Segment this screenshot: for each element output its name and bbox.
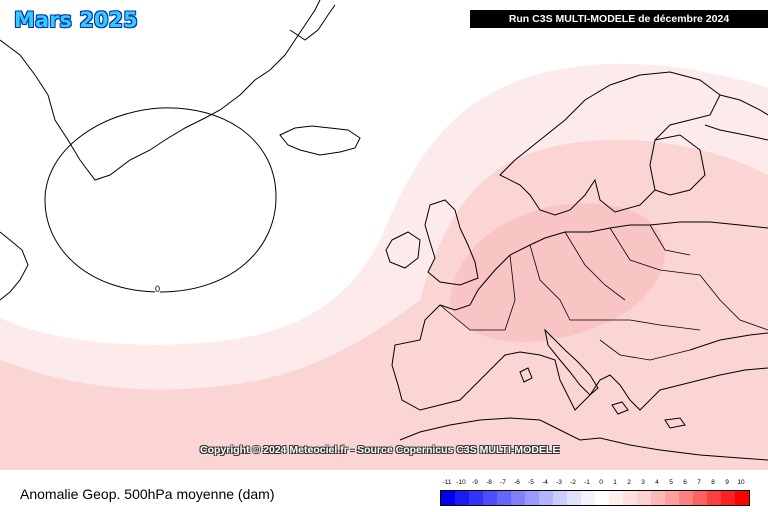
legend-tick-label: -10 (456, 479, 466, 486)
greenland-coast (0, 0, 321, 181)
legend-swatch (483, 491, 497, 505)
legend-tick-label: 2 (627, 479, 631, 486)
legend-tick-label: -5 (528, 479, 534, 486)
legend-tick-label: 4 (655, 479, 659, 486)
legend-swatch (707, 491, 721, 505)
legend-tick-label: 1 (613, 479, 617, 486)
legend-swatches (440, 490, 750, 506)
legend-tick-label: -1 (584, 479, 590, 486)
legend-swatch (651, 491, 665, 505)
legend-tick-label: -7 (500, 479, 506, 486)
legend-swatch (637, 491, 651, 505)
legend-tick-label: 6 (683, 479, 687, 486)
legend-swatch (665, 491, 679, 505)
legend-swatch (441, 491, 455, 505)
italy-coast (544, 328, 599, 396)
variable-label: Anomalie Geop. 500hPa moyenne (dam) (20, 486, 275, 502)
legend-swatch (511, 491, 525, 505)
copyright-text: Copyright © 2024 Meteociel.fr - Source C… (200, 444, 560, 456)
legend-tick-label: 8 (711, 479, 715, 486)
legend-tick-label: -2 (570, 479, 576, 486)
legend-swatch (735, 491, 749, 505)
europe-coast (477, 221, 768, 291)
anomaly-core-2 (640, 303, 768, 470)
contour-zero (44, 107, 277, 293)
legend-swatch (679, 491, 693, 505)
legend-tick-label: 5 (669, 479, 673, 486)
uk-coast (424, 199, 479, 286)
legend-swatch (595, 491, 609, 505)
legend-swatch (623, 491, 637, 505)
contour-label: 0 (155, 284, 161, 294)
legend-tick-label: -3 (556, 479, 562, 486)
legend-tick-label: -8 (486, 479, 492, 486)
legend-swatch (581, 491, 595, 505)
legend-tick-label: 7 (697, 479, 701, 486)
legend-swatch (497, 491, 511, 505)
legend-swatch (693, 491, 707, 505)
legend-tick-label: -4 (542, 479, 548, 486)
map-title: Mars 2025 (14, 8, 138, 32)
legend-swatch (539, 491, 553, 505)
legend-swatch (553, 491, 567, 505)
legend-tick-label: 10 (737, 479, 745, 486)
legend-tick-label: -6 (514, 479, 520, 486)
legend-swatch (609, 491, 623, 505)
legend-ticks: -11 -10 -9 -8 -7 -6 -5 -4 -3 -2 -1 0 1 2 3 4 5 6 7 8 9 10 (440, 479, 760, 489)
legend-swatch (567, 491, 581, 505)
anomaly-map: 0 (0, 0, 768, 470)
legend-tick-label: 3 (641, 479, 645, 486)
legend-tick-label: -11 (442, 479, 452, 486)
run-label: Run C3S MULTI-MODELE de décembre 2024 (470, 10, 768, 28)
anomaly-core-1 (450, 203, 665, 342)
legend-swatch (469, 491, 483, 505)
canada-coast (0, 231, 29, 301)
legend-swatch (525, 491, 539, 505)
legend-tick-label: 0 (599, 479, 603, 486)
legend-tick-label: 9 (725, 479, 729, 486)
legend-swatch (455, 491, 469, 505)
legend-swatch (721, 491, 735, 505)
legend-tick-label: -9 (472, 479, 478, 486)
africa-coast (399, 417, 768, 461)
iceland-coast (279, 125, 361, 156)
ireland-coast (385, 231, 421, 269)
